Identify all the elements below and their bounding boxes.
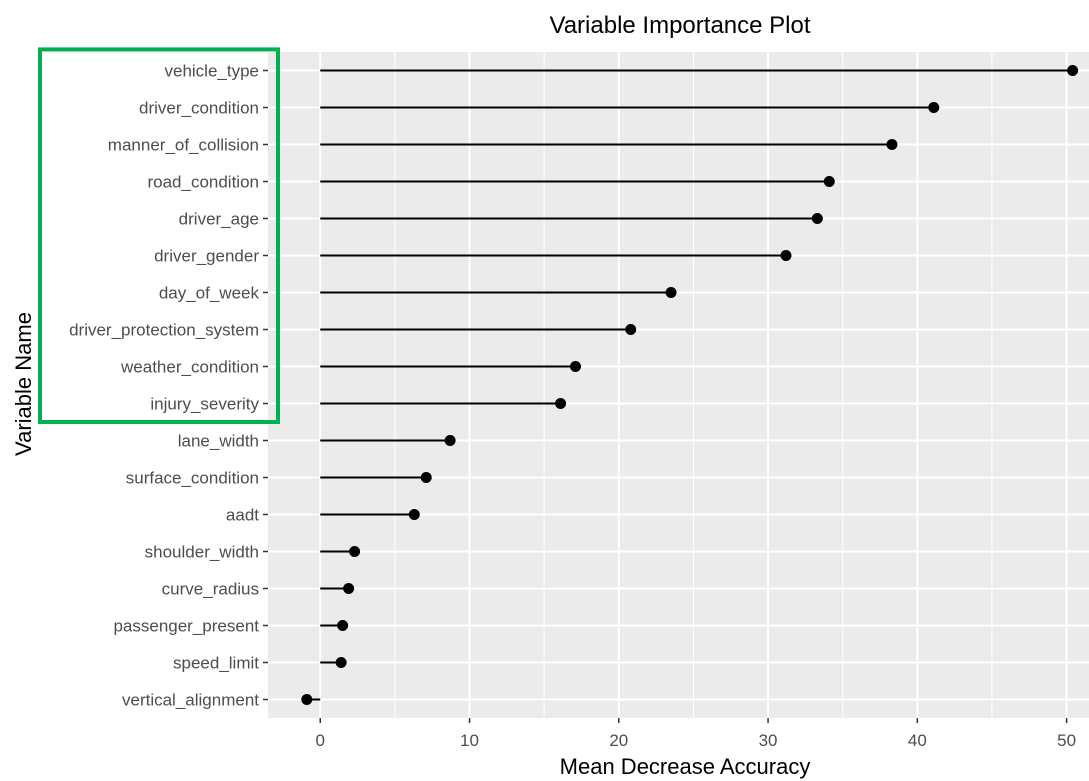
lollipop-point-injury_severity — [555, 398, 567, 409]
x-tick-label: 40 — [908, 731, 927, 750]
y-axis-ticks: vehicle_type driver_condition manner_of_co… — [69, 62, 268, 710]
y-tick-label-manner_of_collision: manner_of_collision — [108, 136, 259, 155]
lollipop-point-curve_radius — [343, 583, 355, 594]
lollipop-point-driver_condition — [928, 102, 940, 113]
lollipop-point-lane_width — [444, 435, 456, 446]
lollipop-point-manner_of_collision — [886, 139, 898, 150]
lollipop-point-speed_limit — [335, 657, 347, 668]
x-tick-label: 0 — [316, 731, 325, 750]
y-tick-label-vertical_alignment: vertical_alignment — [122, 691, 259, 710]
lollipop-point-weather_condition — [570, 361, 582, 372]
lollipop-point-driver_age — [811, 213, 823, 224]
plot-panel — [268, 52, 1089, 718]
y-tick-label-shoulder_width: shoulder_width — [145, 543, 259, 562]
chart-marks — [301, 65, 1079, 705]
y-axis-title: Variable Name — [11, 312, 36, 456]
y-tick-label-vehicle_type: vehicle_type — [164, 62, 259, 81]
y-tick-label-passenger_present: passenger_present — [113, 617, 259, 636]
lollipop-point-aadt — [408, 509, 420, 520]
lollipop-point-vehicle_type — [1067, 65, 1079, 76]
lollipop-point-day_of_week — [665, 287, 677, 298]
lollipop-point-shoulder_width — [349, 546, 361, 557]
lollipop-point-passenger_present — [337, 620, 349, 631]
y-tick-label-driver_age: driver_age — [179, 210, 259, 229]
y-tick-label-injury_severity: injury_severity — [150, 395, 259, 414]
x-axis-title: Mean Decrease Accuracy — [560, 754, 811, 779]
y-tick-label-road_condition: road_condition — [147, 173, 259, 192]
y-tick-label-weather_condition: weather_condition — [120, 358, 259, 377]
y-tick-label-driver_protection_system: driver_protection_system — [69, 321, 259, 340]
y-tick-label-lane_width: lane_width — [178, 432, 259, 451]
x-axis-ticks: 0 10 20 30 40 50 — [316, 718, 1076, 750]
chart-title: Variable Importance Plot — [549, 12, 810, 39]
x-tick-label: 50 — [1057, 731, 1076, 750]
x-tick-label: 30 — [759, 731, 778, 750]
x-tick-label: 20 — [609, 731, 628, 750]
y-tick-label-day_of_week: day_of_week — [159, 284, 260, 303]
y-tick-label-driver_condition: driver_condition — [139, 99, 259, 118]
lollipop-point-road_condition — [823, 176, 835, 187]
highlight-box — [38, 47, 280, 424]
y-tick-label-curve_radius: curve_radius — [162, 580, 259, 599]
x-tick-label: 10 — [460, 731, 479, 750]
lollipop-point-driver_gender — [780, 250, 792, 261]
y-tick-label-aadt: aadt — [226, 506, 259, 525]
lollipop-point-vertical_alignment — [301, 694, 313, 705]
lollipop-point-surface_condition — [420, 472, 432, 483]
y-tick-label-surface_condition: surface_condition — [126, 469, 259, 488]
y-tick-label-speed_limit: speed_limit — [173, 654, 259, 673]
y-tick-label-driver_gender: driver_gender — [154, 247, 259, 266]
lollipop-point-driver_protection_system — [625, 324, 637, 335]
